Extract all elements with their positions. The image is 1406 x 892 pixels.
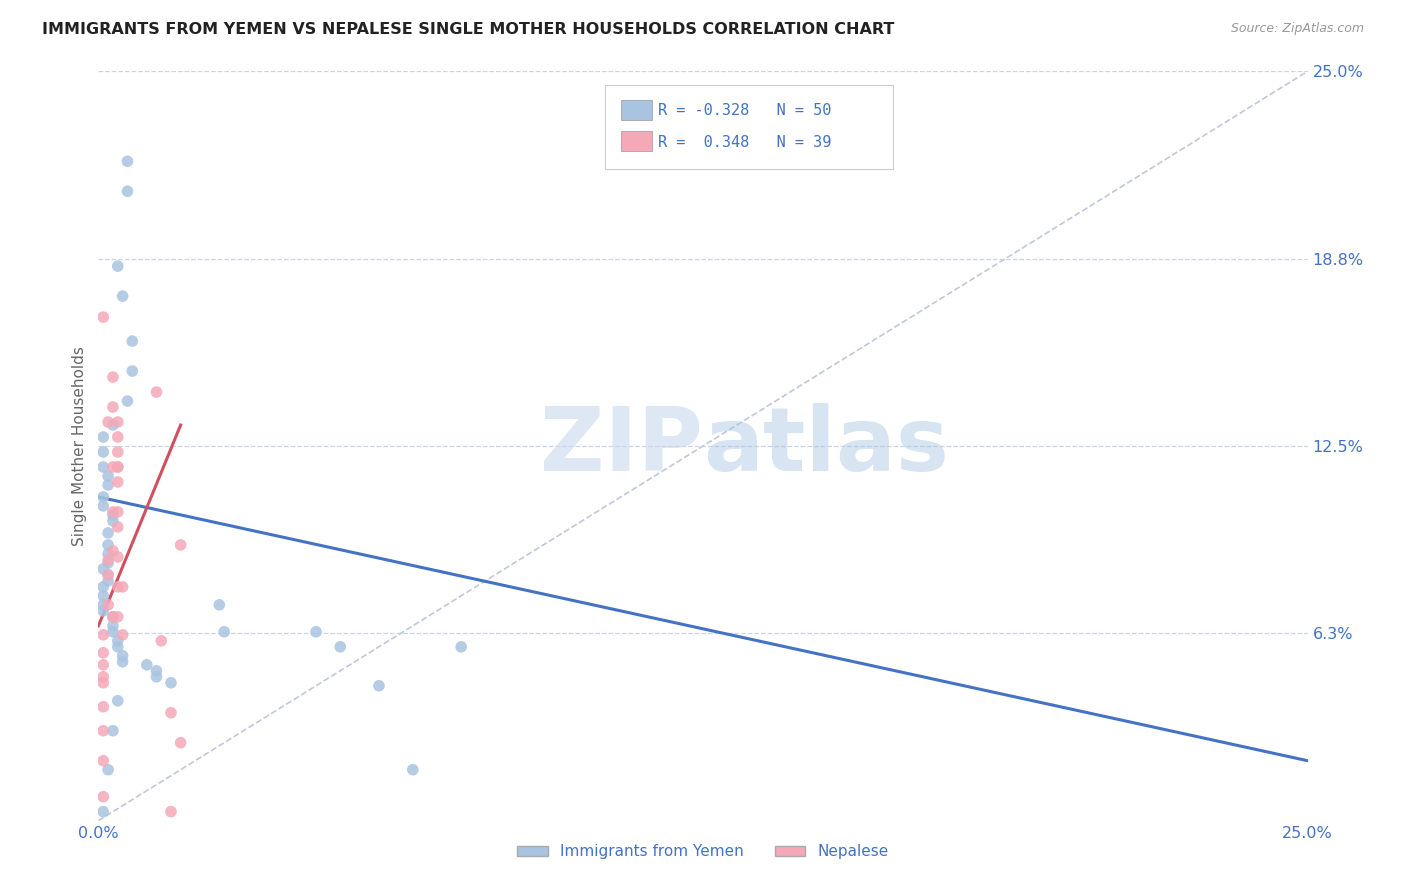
Point — [101, 619, 124, 633]
Text: Source: ZipAtlas.com: Source: ZipAtlas.com — [1230, 22, 1364, 36]
Text: R = -0.328   N = 50: R = -0.328 N = 50 — [658, 103, 831, 119]
Point — [145, 385, 167, 400]
Point — [91, 789, 114, 804]
Point — [91, 499, 114, 513]
Text: IMMIGRANTS FROM YEMEN VS NEPALESE SINGLE MOTHER HOUSEHOLDS CORRELATION CHART: IMMIGRANTS FROM YEMEN VS NEPALESE SINGLE… — [42, 22, 894, 37]
Point — [150, 633, 173, 648]
Point — [111, 628, 134, 642]
Point — [91, 699, 114, 714]
Point — [91, 646, 114, 660]
Point — [107, 430, 129, 444]
Point — [97, 763, 120, 777]
Point — [107, 520, 129, 534]
Point — [101, 508, 124, 522]
Point — [97, 598, 120, 612]
Point — [402, 763, 425, 777]
Point — [107, 259, 129, 273]
Point — [121, 334, 143, 348]
Point — [101, 610, 124, 624]
Text: ZIP: ZIP — [540, 402, 703, 490]
Point — [91, 628, 114, 642]
Point — [91, 657, 114, 672]
Point — [97, 538, 120, 552]
Point — [169, 736, 191, 750]
Point — [117, 184, 139, 198]
Text: R =  0.348   N = 39: R = 0.348 N = 39 — [658, 135, 831, 150]
Point — [111, 648, 134, 663]
Text: atlas: atlas — [703, 402, 949, 490]
Point — [368, 679, 391, 693]
Point — [107, 475, 129, 489]
Point — [107, 633, 129, 648]
Point — [101, 460, 124, 475]
Point — [97, 574, 120, 588]
Point — [97, 556, 120, 570]
Point — [160, 706, 183, 720]
Point — [212, 624, 235, 639]
Point — [97, 478, 120, 492]
Point — [107, 505, 129, 519]
Point — [91, 604, 114, 618]
Point — [101, 610, 124, 624]
Point — [107, 415, 129, 429]
Point — [97, 567, 120, 582]
Point — [91, 490, 114, 504]
Point — [107, 460, 129, 475]
Point — [91, 805, 114, 819]
Y-axis label: Single Mother Households: Single Mother Households — [72, 346, 87, 546]
Point — [97, 469, 120, 483]
Point — [91, 675, 114, 690]
Point — [97, 567, 120, 582]
Point — [101, 417, 124, 432]
Point — [91, 598, 114, 612]
Point — [91, 562, 114, 576]
Point — [107, 460, 129, 475]
Point — [91, 589, 114, 603]
Point — [97, 553, 120, 567]
Point — [169, 538, 191, 552]
Point — [107, 610, 129, 624]
Point — [101, 544, 124, 558]
Point — [329, 640, 352, 654]
Point — [101, 624, 124, 639]
Point — [91, 310, 114, 325]
Point — [91, 670, 114, 684]
Point — [97, 547, 120, 561]
Point — [107, 445, 129, 459]
Legend: Immigrants from Yemen, Nepalese: Immigrants from Yemen, Nepalese — [512, 838, 894, 865]
Point — [111, 580, 134, 594]
Point — [97, 525, 120, 540]
Point — [91, 580, 114, 594]
Point — [305, 624, 328, 639]
Point — [101, 505, 124, 519]
Point — [97, 415, 120, 429]
Point — [107, 549, 129, 564]
Point — [145, 670, 167, 684]
Point — [121, 364, 143, 378]
Point — [117, 154, 139, 169]
Point — [111, 289, 134, 303]
Point — [208, 598, 231, 612]
Point — [160, 805, 183, 819]
Point — [450, 640, 472, 654]
Point — [135, 657, 157, 672]
Point — [107, 580, 129, 594]
Point — [107, 694, 129, 708]
Point — [111, 655, 134, 669]
Point — [91, 754, 114, 768]
Point — [101, 514, 124, 528]
Point — [91, 723, 114, 738]
Point — [91, 460, 114, 475]
Point — [101, 723, 124, 738]
Point — [101, 370, 124, 384]
Point — [107, 640, 129, 654]
Point — [91, 430, 114, 444]
Point — [160, 675, 183, 690]
Point — [101, 400, 124, 414]
Point — [117, 394, 139, 409]
Point — [91, 445, 114, 459]
Point — [145, 664, 167, 678]
